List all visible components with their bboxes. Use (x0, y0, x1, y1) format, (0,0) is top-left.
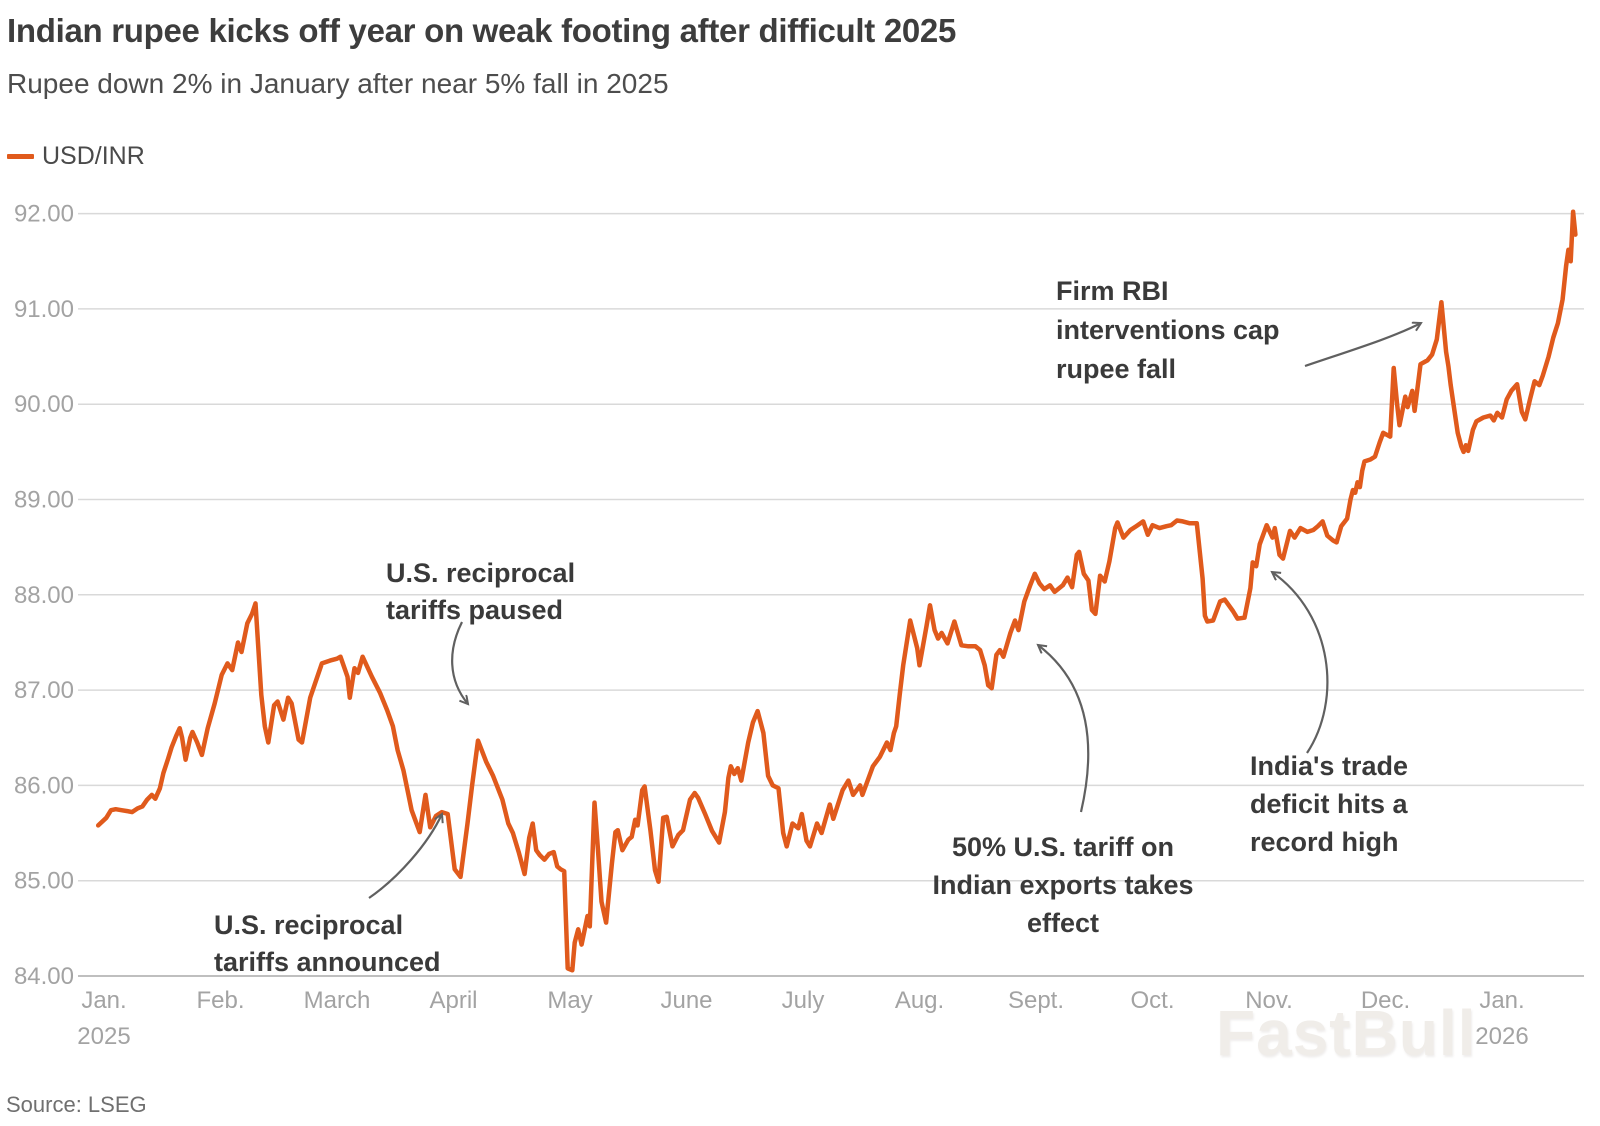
annotation-rbi-interventions-line-2: interventions cap (1056, 315, 1280, 345)
annotation-tariffs-announced-line-1: U.S. reciprocal (214, 910, 403, 940)
annotation-tariff-50-percent-arrow (1038, 645, 1090, 813)
annotation-rbi-interventions-line-3: rupee fall (1056, 354, 1176, 384)
annotation-trade-deficit-arrow (1272, 572, 1329, 754)
annotation-trade-deficit-line-1: India's trade (1250, 751, 1408, 781)
x-axis-label-6: July (782, 987, 825, 1014)
x-axis-label-4: May (547, 987, 592, 1014)
x-axis-label-8: Sept. (1008, 987, 1064, 1014)
annotation-tariffs-paused-line-2: tariffs paused (386, 595, 563, 625)
annotation-tariffs-paused-arrow (451, 621, 468, 704)
usdinr-line (95, 209, 1578, 973)
y-axis-label-88: 88.00 (14, 582, 74, 609)
x-axis-label-12: Jan. (1479, 987, 1524, 1014)
page-title: Indian rupee kicks off year on weak foot… (7, 12, 957, 49)
annotation-trade-deficit-line-3: record high (1250, 827, 1399, 857)
x-axis-label-0: Jan. (81, 987, 126, 1014)
y-axis-label-89: 89.00 (14, 487, 74, 514)
x-axis-label-5: June (660, 987, 712, 1014)
x-axis-label-11: Dec. (1361, 987, 1410, 1014)
annotation-tariff-50-percent-line-3: effect (1027, 908, 1099, 938)
y-axis-label-91: 91.00 (14, 296, 74, 323)
x-axis-label-2: March (304, 987, 371, 1014)
annotation-tariff-50-percent-line-1: 50% U.S. tariff on (952, 832, 1174, 862)
x-axis-label-3: April (429, 987, 477, 1014)
legend-label: USD/INR (42, 142, 145, 170)
legend: USD/INR (7, 142, 145, 171)
x-axis-label-9: Oct. (1130, 987, 1174, 1014)
fastbull-watermark: FastBull (1216, 997, 1477, 1069)
page-subtitle: Rupee down 2% in January after near 5% f… (7, 68, 669, 99)
x-axis-sublabel-12: 2026 (1475, 1023, 1528, 1050)
annotation-rbi-interventions-arrow (1304, 323, 1421, 368)
y-axis-label-92: 92.00 (14, 201, 74, 228)
annotation-tariffs-announced-arrow (368, 814, 442, 899)
y-axis-label-90: 90.00 (14, 391, 74, 418)
annotation-rbi-interventions-line-1: Firm RBI (1056, 276, 1169, 306)
annotation-tariffs-paused-line-1: U.S. reciprocal (386, 558, 575, 588)
annotation-tariff-50-percent-line-2: Indian exports takes (932, 870, 1193, 900)
source-label: Source: LSEG (6, 1092, 147, 1117)
y-axis-label-87: 87.00 (14, 677, 74, 704)
annotation-tariffs-announced-line-2: tariffs announced (214, 947, 441, 977)
x-axis-label-1: Feb. (196, 987, 244, 1014)
annotation-trade-deficit-line-2: deficit hits a (1250, 789, 1409, 819)
y-axis-label-85: 85.00 (14, 868, 74, 895)
y-axis-label-84: 84.00 (14, 963, 74, 990)
x-axis-label-7: Aug. (895, 987, 944, 1014)
y-axis-label-86: 86.00 (14, 772, 74, 799)
x-axis-sublabel-0: 2025 (77, 1023, 130, 1050)
legend-line-swatch (7, 154, 34, 159)
x-axis-label-10: Nov. (1245, 987, 1293, 1014)
